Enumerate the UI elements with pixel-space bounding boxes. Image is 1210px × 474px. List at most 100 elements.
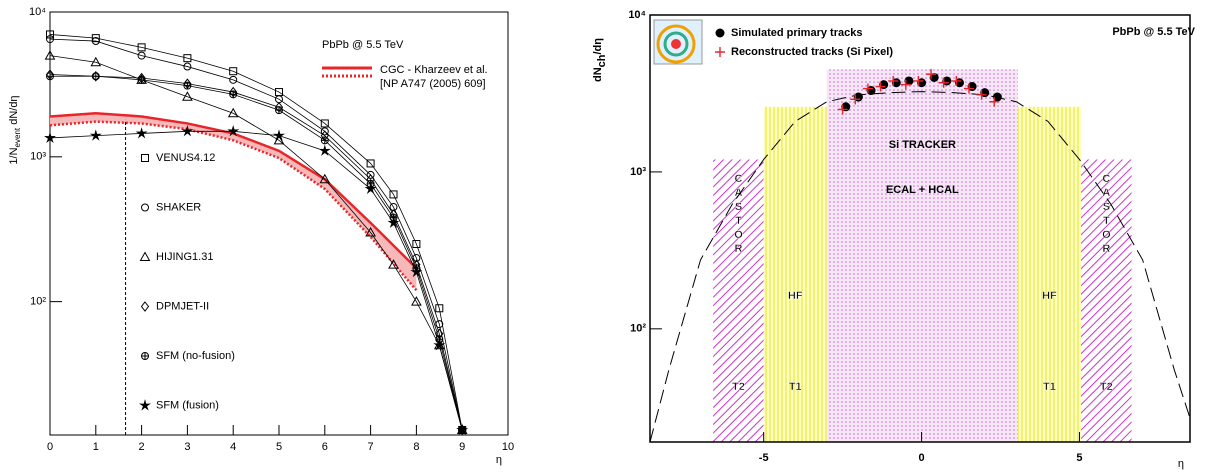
x-tick-label: 7 (368, 441, 374, 453)
region-label: HF (788, 290, 803, 302)
marker (938, 77, 949, 88)
marker (46, 35, 54, 44)
marker (888, 75, 899, 86)
cgc-band (50, 113, 417, 291)
marker (140, 301, 150, 312)
marker (182, 91, 193, 101)
x-axis-label: η (1178, 458, 1184, 470)
y-axis-label: dNch/dη (592, 38, 608, 82)
marker (181, 125, 194, 137)
y-tick-label: 10⁴ (628, 9, 646, 21)
marker (273, 134, 285, 145)
marker (141, 352, 150, 360)
marker (183, 54, 192, 63)
marker (91, 72, 100, 81)
x-tick-label: 2 (139, 441, 145, 453)
marker (837, 104, 848, 115)
marker (320, 127, 329, 136)
legend-label: VENUS4.12 (156, 152, 215, 164)
marker (139, 251, 151, 261)
marker (875, 81, 886, 92)
marker (389, 190, 398, 199)
x-tick-label: 5 (1076, 452, 1082, 464)
y-tick-label: 10³ (630, 166, 646, 178)
y-axis-label-part: 1/N (8, 147, 20, 164)
marker (320, 136, 329, 145)
y-axis-label-part: dN (592, 67, 604, 82)
cgc-lower (49, 120, 418, 291)
marker (272, 129, 286, 141)
marker (227, 107, 239, 118)
marker (227, 125, 240, 137)
marker (91, 37, 100, 46)
marker (229, 67, 238, 76)
marker (183, 62, 192, 71)
x-tick-label: -5 (759, 452, 769, 464)
detector-region (713, 159, 764, 442)
series-line (50, 75, 463, 431)
marker (364, 182, 377, 195)
marker (862, 83, 873, 94)
x-tick-label: 3 (184, 441, 190, 453)
marker (320, 119, 329, 128)
legend-label: Simulated primary tracks (731, 27, 862, 39)
marker (715, 47, 725, 57)
annotation: PbPb @ 5.5 TeV (1112, 26, 1195, 38)
plot-frame (649, 14, 1191, 443)
y-axis-label-part: /dη (592, 38, 604, 55)
marker (989, 96, 1000, 107)
x-tick-label: 0 (47, 441, 53, 453)
x-tick-label: 9 (459, 441, 465, 453)
marker (411, 296, 422, 306)
y-axis-label-part: event (13, 127, 22, 147)
series-line (49, 38, 463, 431)
region-label: ECAL + HCAL (886, 184, 959, 196)
legend-label: HIJING1.31 (156, 251, 213, 263)
marker (229, 90, 238, 99)
marker (951, 75, 962, 86)
region-label: CASTOR (1100, 173, 1112, 257)
marker (275, 106, 284, 115)
marker (141, 154, 149, 162)
marker (926, 69, 937, 80)
marker (976, 89, 987, 100)
marker (135, 127, 148, 139)
legend-label: [NP A747 (2005) 609] (380, 78, 486, 90)
marker (89, 129, 102, 141)
marker (366, 159, 375, 168)
series-line (49, 55, 463, 431)
y-axis-label-part: ch (596, 54, 608, 67)
marker (183, 81, 192, 90)
legend-label: SFM (fusion) (156, 399, 219, 411)
series-line (49, 130, 463, 431)
marker (387, 216, 400, 228)
marker (91, 34, 100, 43)
marker (43, 131, 57, 144)
series-line (49, 74, 463, 431)
model-curve (649, 91, 1191, 443)
marker (435, 304, 444, 313)
marker (318, 144, 331, 156)
y-tick-label: 10³ (30, 151, 46, 163)
cms-logo (653, 19, 703, 65)
marker (456, 423, 469, 436)
marker (229, 75, 238, 84)
legend-label: Reconstructed tracks (Si Pixel) (731, 46, 893, 58)
region-label: Si TRACKER (889, 139, 956, 151)
marker (412, 240, 421, 249)
detector-region (826, 69, 1018, 443)
marker (138, 399, 152, 411)
marker (319, 173, 331, 184)
x-tick-label: 4 (230, 441, 236, 453)
annotation: PbPb @ 5.5 TeV (322, 39, 404, 51)
marker (137, 43, 146, 52)
marker (913, 75, 924, 86)
marker (46, 72, 55, 81)
x-axis-label: η (496, 454, 502, 466)
x-tick-label: 8 (413, 441, 419, 453)
detector-region (1081, 159, 1132, 442)
marker (992, 92, 1002, 102)
region-label: CASTOR (733, 173, 745, 257)
